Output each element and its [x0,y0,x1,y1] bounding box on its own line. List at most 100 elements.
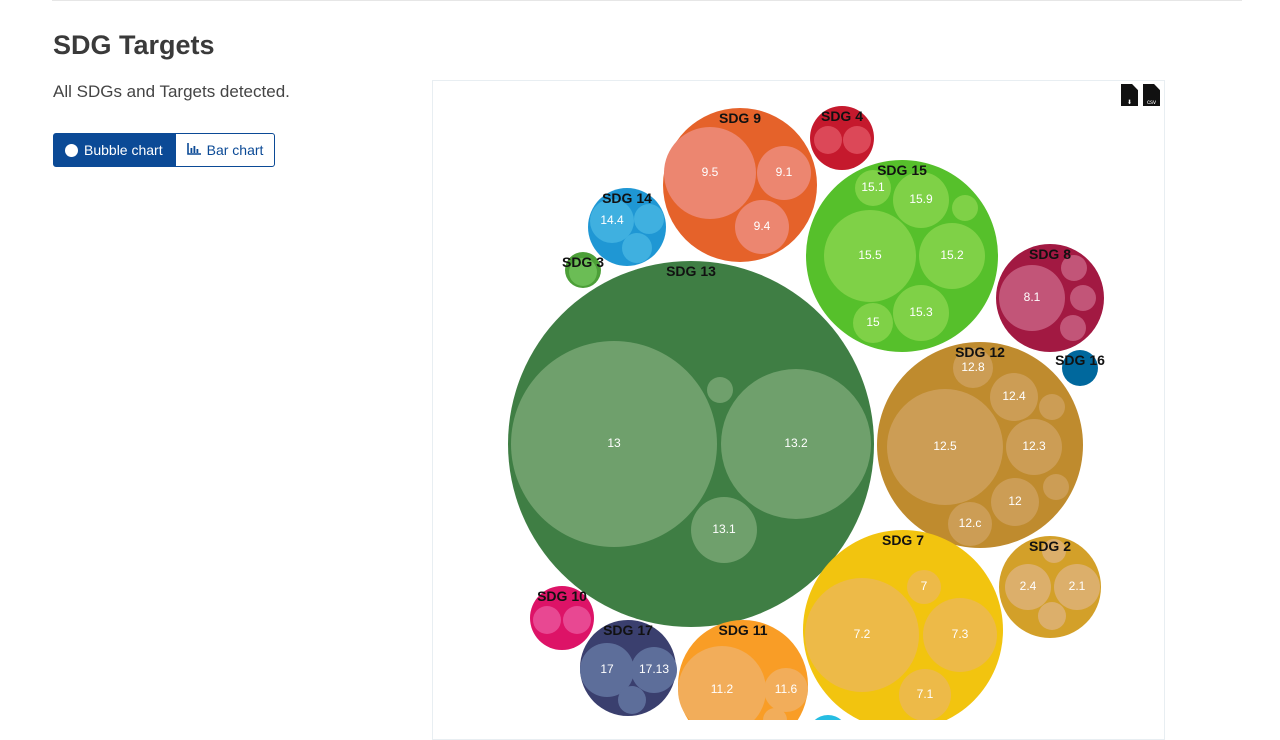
page-subtitle: All SDGs and Targets detected. [53,82,290,101]
target-bubble[interactable] [1070,285,1096,311]
bubble-chart-button[interactable]: Bubble chart [53,133,175,167]
target-bubble[interactable] [853,303,893,343]
sdg-label: SDG 8 [1029,246,1071,262]
target-bubble[interactable] [1039,394,1065,420]
target-bubble[interactable] [907,570,941,604]
bubble-sdg-15[interactable]: 15.1 15.9 15.5 15.2 15 15.3 [806,160,998,352]
target-bubble[interactable] [899,669,951,720]
sdg-label: SDG 2 [1029,538,1071,554]
target-bubble[interactable] [707,377,733,403]
target-bubble[interactable] [1060,315,1086,341]
target-bubble[interactable] [569,258,597,286]
bubble-sdg-17[interactable]: 17 17.13 [580,620,677,716]
target-label: 12.4 [1002,389,1026,403]
target-bubble[interactable] [1042,539,1066,563]
target-bubble[interactable] [1043,474,1069,500]
target-bubble[interactable] [923,598,997,672]
target-bubble[interactable] [814,126,842,154]
bubble-circle[interactable] [530,586,594,650]
target-bubble[interactable] [721,369,871,519]
target-bubble[interactable] [893,172,949,228]
bubble-unlabeled[interactable] [808,715,848,720]
target-bubble[interactable] [764,668,808,712]
bubble-sdg-10[interactable] [530,586,594,650]
target-label: 12 [1008,494,1022,508]
target-bubble[interactable] [1061,255,1087,281]
target-label: 13.1 [712,522,736,536]
sdg-label: SDG 9 [719,110,761,126]
bubble-sdg-9[interactable]: 9.5 9.1 9.4 [663,108,817,262]
target-bubble[interactable] [622,233,652,263]
target-bubble[interactable] [580,643,634,697]
target-bubble[interactable] [952,195,978,221]
target-bubble[interactable] [1006,419,1062,475]
target-bubble[interactable] [1054,564,1100,610]
target-label: 7.3 [952,627,969,641]
target-label: 9.4 [754,219,771,233]
target-bubble[interactable] [999,265,1065,331]
target-bubble[interactable] [1038,602,1066,630]
target-label: 15.5 [858,248,882,262]
target-bubble[interactable] [757,146,811,200]
target-bubble[interactable] [843,126,871,154]
target-label: 15.3 [909,305,933,319]
target-bubble[interactable] [991,478,1039,526]
file-csv-icon[interactable]: csv [1143,84,1160,106]
target-bubble[interactable] [824,210,916,302]
target-bubble[interactable] [1005,564,1051,610]
bubble-sdg-7[interactable]: 7 7.2 7.3 7.1 [803,530,1003,720]
file-download-icon[interactable]: ⬇ [1121,84,1138,106]
target-bubble[interactable] [919,223,985,289]
target-bubble[interactable] [805,578,919,692]
target-label: 13.2 [784,436,808,450]
target-bubble[interactable] [664,127,756,219]
target-bubble[interactable] [763,708,787,720]
target-bubble[interactable] [678,646,766,720]
target-bubble[interactable] [855,170,891,206]
target-bubble[interactable] [948,502,992,546]
sdg-label: SDG 15 [877,162,927,178]
bubble-sdg-14[interactable]: 14.4 [588,188,666,266]
bubble-chart: 9.5 9.1 9.4 15.1 15.9 15.5 15.2 15 15.3 14.4 13 13.… [508,106,1105,720]
target-label: 15 [866,315,880,329]
sdg-label: SDG 3 [562,254,604,270]
bubble-sdg-16[interactable] [1062,350,1098,386]
target-label: 7 [921,579,928,593]
bar-chart-icon [186,142,201,158]
bubble-circle[interactable] [810,106,874,170]
target-bubble[interactable] [953,348,993,388]
target-bubble[interactable] [691,497,757,563]
sdg-label: SDG 16 [1055,352,1105,368]
target-label: 15.2 [940,248,964,262]
target-bubble[interactable] [618,686,646,714]
bubble-sdg-11[interactable]: 11.2 11.6 [678,620,808,720]
target-label: 11.6 [775,682,798,696]
bubble-sdg-4[interactable] [810,106,874,170]
target-bubble[interactable] [893,285,949,341]
csv-text: csv [1147,100,1156,106]
sdg-label: SDG 13 [666,263,716,279]
target-bubble[interactable] [634,204,664,234]
target-bubble[interactable] [735,200,789,254]
target-label: 13 [607,436,621,450]
bubble-sdg-8[interactable]: 8.1 [996,244,1104,352]
target-bubble[interactable] [533,606,561,634]
target-bubble[interactable] [990,373,1038,421]
sdg-label: SDG 17 [603,622,653,638]
target-label: 9.5 [702,165,719,179]
bubble-circle[interactable] [1062,350,1098,386]
target-bubble[interactable] [511,341,717,547]
bubble-sdg-3[interactable] [565,252,601,288]
bubble-circle[interactable] [808,715,848,720]
target-bubble[interactable] [563,606,591,634]
bubble-sdg-12[interactable]: 12.8 12.4 12.5 12.3 12 12.c [877,342,1083,548]
sdg-label: SDG 4 [821,108,863,124]
target-label: 12.8 [961,360,985,374]
bubble-sdg-13[interactable]: 13 13.2 13.1 [508,261,874,627]
target-bubble[interactable] [631,647,677,693]
target-label: 15.9 [909,192,933,206]
bubble-sdg-2[interactable]: 2.4 2.1 [999,536,1101,638]
target-bubble[interactable] [590,199,634,243]
target-bubble[interactable] [887,389,1003,505]
bar-chart-button[interactable]: Bar chart [174,133,276,167]
